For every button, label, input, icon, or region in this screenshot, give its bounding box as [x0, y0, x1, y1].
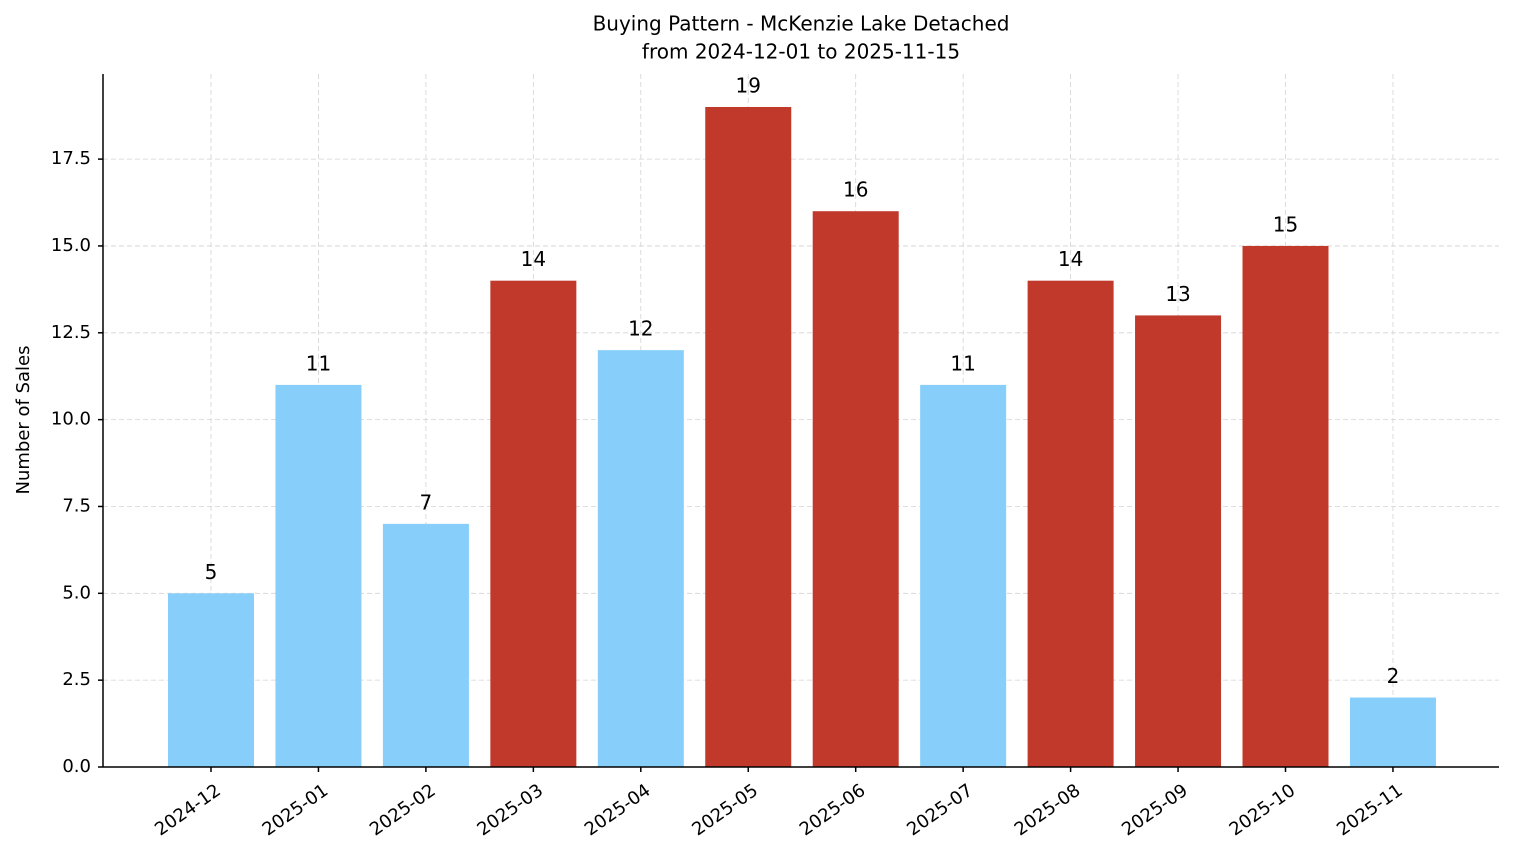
- bar: [597, 350, 684, 767]
- x-tick-label: 2025-02: [366, 780, 440, 840]
- x-tick-label: 2025-01: [259, 780, 333, 840]
- bar: [812, 211, 899, 768]
- bar: [490, 280, 577, 767]
- y-tick-label: 5.0: [62, 582, 91, 603]
- y-tick-label: 12.5: [51, 322, 91, 343]
- x-tick-label: 2025-03: [473, 780, 547, 840]
- bar: [168, 593, 254, 767]
- y-tick-label: 0.0: [62, 756, 91, 777]
- value-label: 11: [950, 351, 975, 375]
- bar: [275, 384, 362, 767]
- value-label: 12: [628, 317, 653, 341]
- value-label: 13: [1165, 282, 1190, 306]
- bar: [920, 384, 1007, 767]
- x-tick-label: 2025-10: [1226, 780, 1300, 840]
- y-tick-label: 15.0: [51, 235, 91, 256]
- bar: [705, 107, 792, 767]
- y-tick-label: 2.5: [62, 669, 91, 690]
- value-label: 16: [843, 178, 868, 202]
- chart-title: Buying Pattern - McKenzie Lake Detached: [593, 12, 1010, 36]
- y-axis-label: Number of Sales: [13, 345, 34, 494]
- x-tick-label: 2025-05: [688, 780, 762, 840]
- bar: [1027, 280, 1114, 767]
- value-label: 5: [205, 560, 218, 584]
- bar: [1242, 245, 1329, 767]
- value-label: 15: [1273, 212, 1298, 236]
- chart-subtitle: from 2024-12-01 to 2025-11-15: [642, 40, 960, 64]
- value-label: 14: [521, 247, 546, 271]
- x-tick-label: 2024-12: [151, 780, 225, 840]
- x-tick-label: 2025-08: [1011, 780, 1085, 840]
- y-tick-label: 7.5: [62, 495, 91, 516]
- value-label: 2: [1387, 664, 1400, 688]
- bar: [1349, 697, 1436, 767]
- bar: [382, 523, 469, 767]
- x-tick-label: 2025-11: [1333, 780, 1407, 840]
- value-label: 7: [420, 490, 433, 514]
- value-label: 19: [736, 74, 761, 98]
- x-tick-label: 2025-07: [903, 780, 977, 840]
- y-tick-label: 17.5: [51, 148, 91, 169]
- y-tick-label: 10.0: [51, 409, 91, 430]
- x-tick-label: 2025-09: [1118, 780, 1192, 840]
- value-label: 14: [1058, 247, 1083, 271]
- value-label: 11: [306, 351, 331, 375]
- bar: [1135, 315, 1222, 767]
- x-tick-label: 2025-06: [796, 780, 870, 840]
- x-tick-label: 2025-04: [581, 780, 655, 840]
